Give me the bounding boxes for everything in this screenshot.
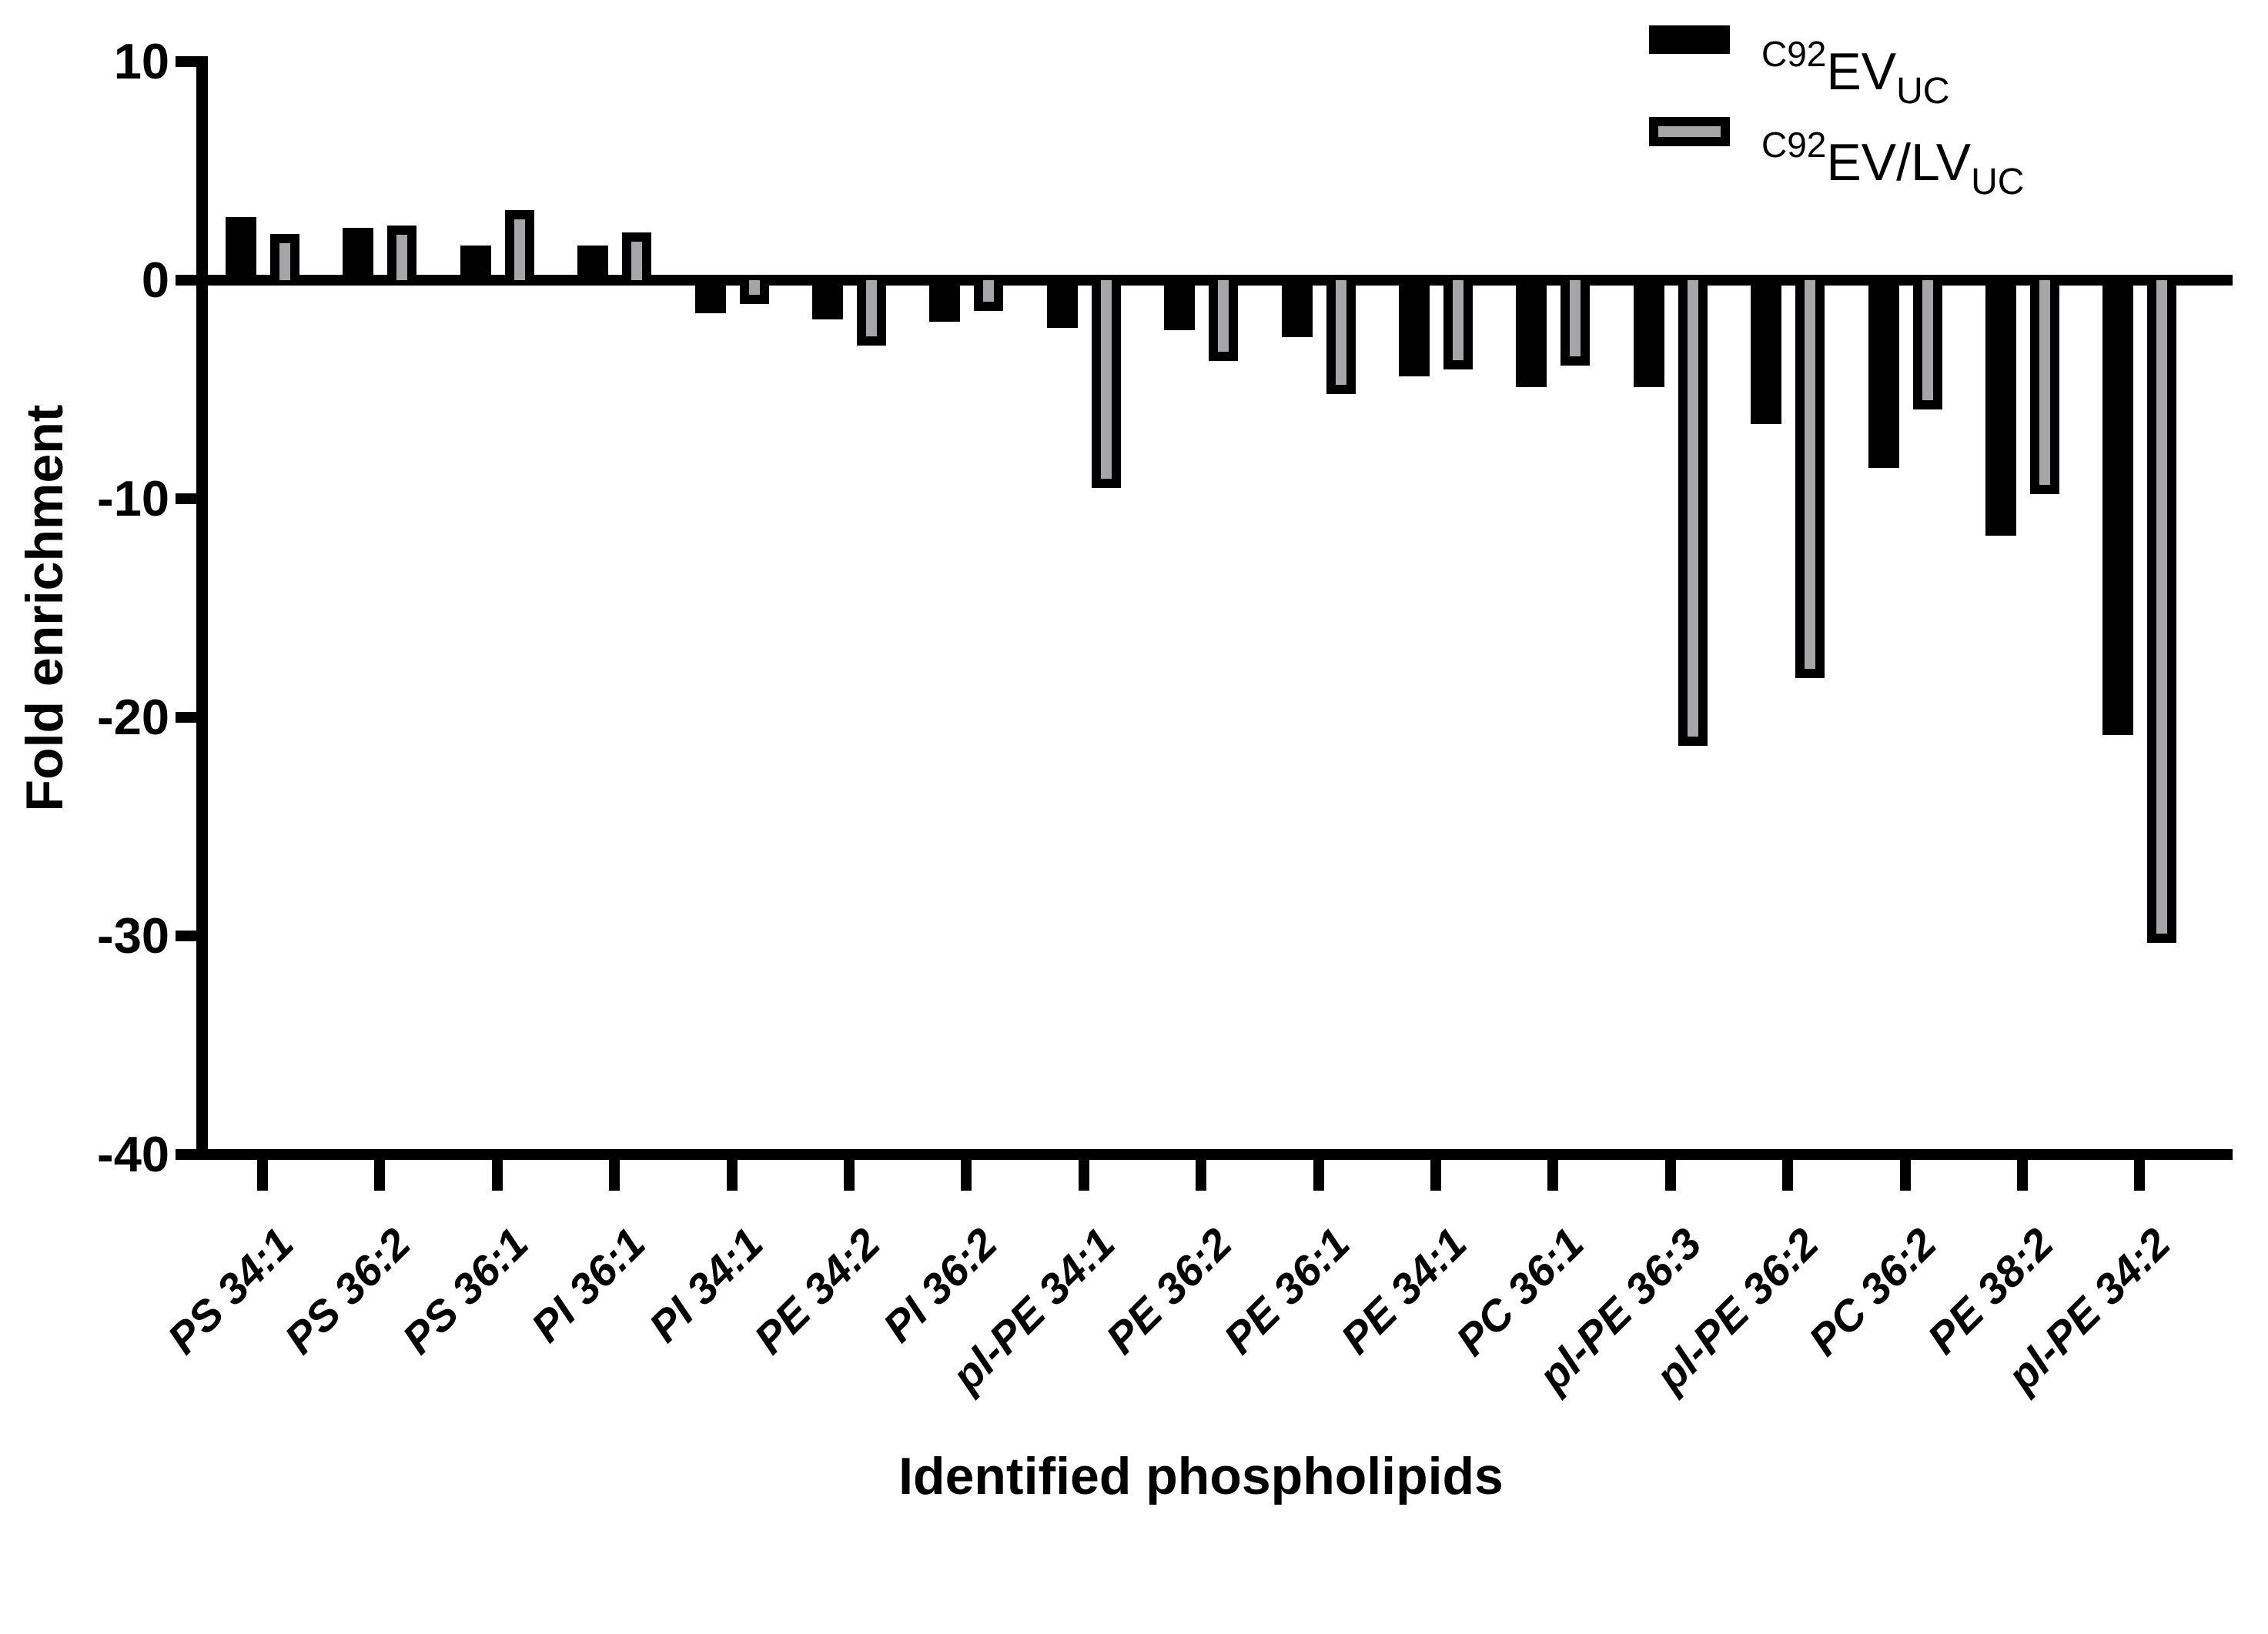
x-tick-pe-36-1 — [1313, 1154, 1324, 1191]
y-tick-label-10: 10 — [113, 33, 169, 89]
bar-ev-lv-pe-36-2 — [1209, 280, 1239, 362]
legend-label-ev: C92EVUC — [1761, 15, 1949, 112]
legend-swatch-evlv — [1649, 117, 1730, 146]
fold-enrichment-bar-chart: 10 0 -10 -20 -30 -40 PS 34:1 PS 36:2 PS 36:1 PI … — [15, 15, 2233, 1505]
bar-ev-ps-36-2 — [343, 227, 374, 280]
x-tick-pl-pe-36-3 — [1664, 1154, 1676, 1191]
legend-swatch-ev — [1649, 25, 1730, 54]
bar-ev-ps-34-1 — [226, 216, 256, 280]
x-tick-pc-36-2 — [1899, 1154, 1911, 1191]
x-tick-pl-pe-34-1 — [1078, 1154, 1089, 1191]
bar-ev-lv-pe-36-1 — [1326, 280, 1356, 394]
bar-ev-pl-pe-34-1 — [1046, 280, 1078, 329]
y-tick-label--30: -30 — [97, 907, 169, 964]
bar-ev-lv-pc-36-1 — [1561, 280, 1591, 366]
bar-ev-pi-34-1 — [694, 280, 726, 313]
x-tick-pi-36-1 — [609, 1154, 621, 1191]
x-tick-pe-36-2 — [1196, 1154, 1207, 1191]
bar-ev-pl-pe-36-3 — [1633, 280, 1664, 388]
x-tick-pi-34-1 — [726, 1154, 738, 1191]
x-tick-pe-38-2 — [2017, 1154, 2028, 1191]
bar-ev-pe-34-2 — [812, 280, 843, 320]
bar-ev-pe-38-2 — [1985, 280, 2016, 536]
bar-ev-pi-36-2 — [929, 280, 961, 322]
x-tick-pe-34-2 — [844, 1154, 855, 1191]
bar-ev-lv-pc-36-2 — [1912, 280, 1942, 409]
bar-ev-lv-ps-36-1 — [504, 210, 534, 280]
y-tick-label--20: -20 — [97, 689, 169, 745]
bar-ev-lv-pe-34-1 — [1443, 280, 1473, 370]
bar-ev-lv-ps-34-1 — [270, 234, 299, 280]
y-tick--40 — [176, 1149, 202, 1160]
x-tick-pc-36-1 — [1547, 1154, 1559, 1191]
bar-ev-pe-36-2 — [1164, 280, 1196, 331]
legend-label-ev-main: EV — [1826, 42, 1897, 101]
x-tick-pl-pe-36-2 — [1782, 1154, 1794, 1191]
y-axis-line — [196, 56, 208, 1160]
y-axis-title: Fold enrichment — [15, 404, 74, 812]
bar-ev-pe-36-1 — [1281, 280, 1313, 337]
y-tick--20 — [176, 712, 202, 723]
legend-label-ev-subscript: UC — [1896, 71, 1950, 112]
y-tick-label--10: -10 — [97, 470, 169, 526]
bar-ev-pl-pe-34-2 — [2102, 280, 2134, 735]
y-tick-10 — [176, 56, 202, 67]
bar-ev-pi-36-1 — [577, 245, 609, 280]
bar-ev-lv-pi-36-2 — [974, 280, 1004, 311]
legend-label-evlv: C92EV/LVUC — [1761, 106, 2024, 202]
x-tick-pi-36-2 — [961, 1154, 972, 1191]
legend-label-evlv-subscript: UC — [1971, 162, 2025, 202]
bar-ev-lv-pi-36-1 — [622, 232, 652, 280]
x-tick-ps-34-1 — [257, 1154, 268, 1191]
bar-ev-lv-pl-pe-36-2 — [1795, 280, 1825, 678]
y-tick-label-0: 0 — [141, 252, 169, 308]
bar-ev-lv-pl-pe-36-3 — [1678, 280, 1708, 746]
bar-ev-lv-pi-34-1 — [739, 280, 769, 305]
bar-ev-ps-36-1 — [460, 245, 491, 280]
bar-ev-lv-pe-38-2 — [2030, 280, 2059, 495]
bar-ev-pc-36-1 — [1516, 280, 1547, 388]
legend-label-evlv-superscript: C92 — [1761, 125, 1827, 165]
x-tick-ps-36-2 — [374, 1154, 386, 1191]
x-tick-ps-36-1 — [491, 1154, 503, 1191]
bar-ev-lv-pl-pe-34-2 — [2147, 280, 2177, 943]
y-tick-label--40: -40 — [97, 1126, 169, 1182]
bar-ev-pl-pe-36-2 — [1751, 280, 1782, 425]
bar-ev-lv-ps-36-2 — [387, 226, 417, 280]
y-tick--10 — [176, 493, 202, 504]
legend-label-evlv-main: EV/LV — [1826, 133, 1972, 192]
bar-ev-pe-34-1 — [1399, 280, 1430, 376]
x-tick-pl-pe-34-2 — [2134, 1154, 2146, 1191]
x-axis-title: Identified phospholipids — [898, 1447, 1504, 1505]
y-tick--30 — [176, 931, 202, 941]
bar-ev-lv-pe-34-2 — [857, 280, 886, 346]
legend-label-ev-superscript: C92 — [1761, 34, 1827, 74]
bar-ev-lv-pl-pe-34-1 — [1091, 280, 1121, 488]
bar-ev-pc-36-2 — [1868, 280, 1899, 469]
x-tick-pe-34-1 — [1430, 1154, 1441, 1191]
y-tick-0 — [176, 275, 202, 286]
